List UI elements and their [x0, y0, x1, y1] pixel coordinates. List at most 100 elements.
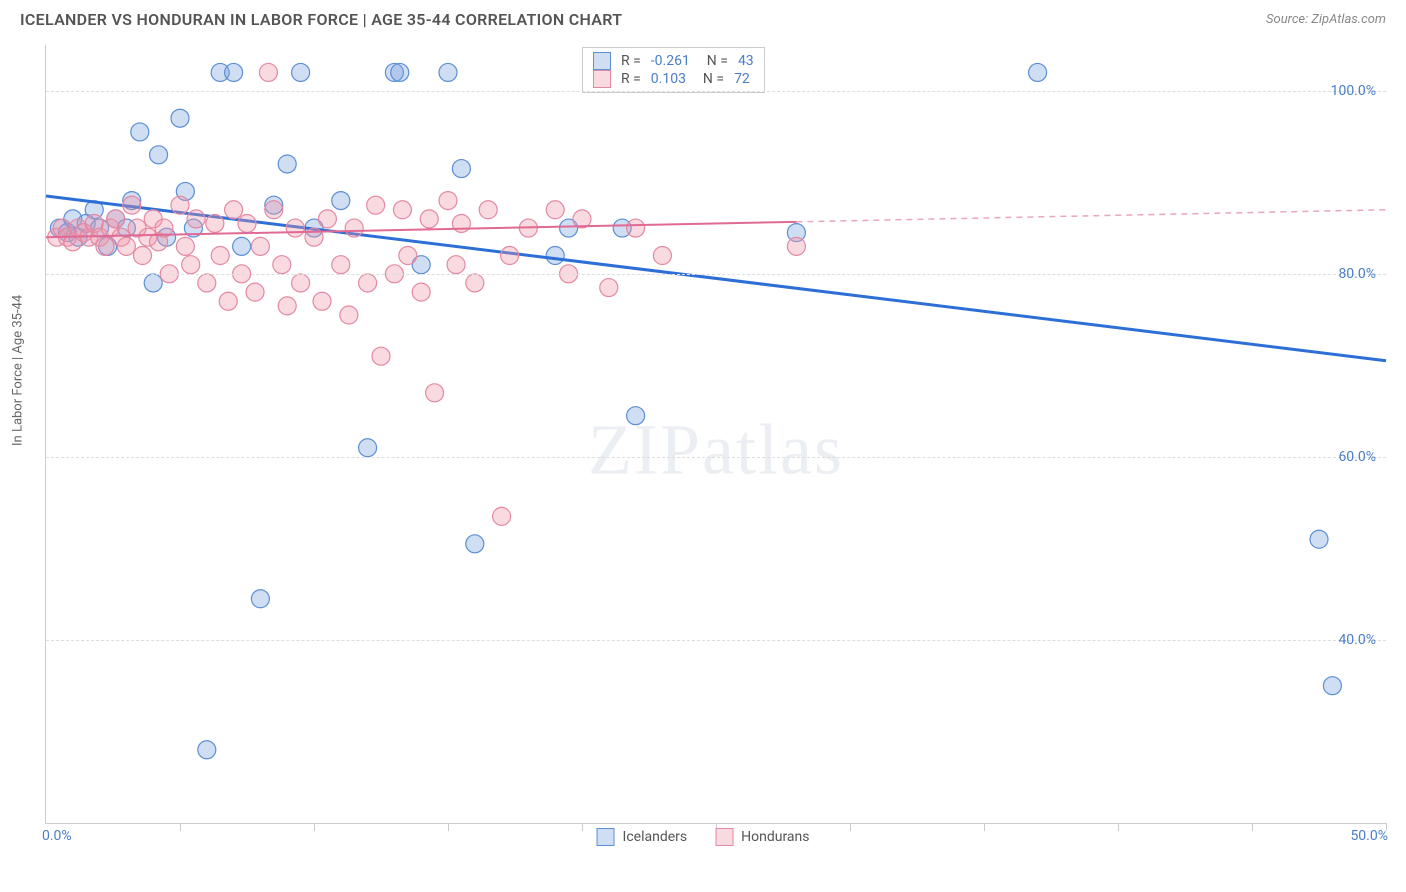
gridline — [46, 91, 1386, 92]
data-point — [246, 283, 264, 301]
data-point — [479, 201, 497, 219]
x-tick — [314, 823, 315, 831]
data-point — [653, 247, 671, 265]
legend-correlation: R = -0.261 N = 43 R = 0.103 N = 72 — [582, 47, 765, 93]
chart-title: ICELANDER VS HONDURAN IN LABOR FORCE | A… — [20, 10, 622, 29]
data-point — [133, 247, 151, 265]
data-point — [278, 297, 296, 315]
legend-n-label: N = — [700, 53, 728, 69]
legend-swatch — [715, 828, 733, 846]
data-point — [439, 63, 457, 81]
data-point — [107, 210, 125, 228]
legend-row: R = 0.103 N = 72 — [593, 70, 754, 88]
data-point — [176, 237, 194, 255]
data-point — [546, 201, 564, 219]
data-point — [182, 256, 200, 274]
x-tick — [850, 823, 851, 831]
data-point — [198, 741, 216, 759]
data-point — [493, 507, 511, 525]
x-tick — [984, 823, 985, 831]
data-point — [198, 274, 216, 292]
data-point — [420, 210, 438, 228]
data-point — [292, 63, 310, 81]
source-label: Source: ZipAtlas.com — [1266, 12, 1386, 27]
legend-r-value: -0.261 — [651, 53, 690, 69]
gridline — [46, 457, 1386, 458]
data-point — [238, 214, 256, 232]
data-point — [412, 283, 430, 301]
legend-label: Hondurans — [741, 829, 809, 845]
x-tick — [1252, 823, 1253, 831]
data-point — [219, 292, 237, 310]
legend-n-label: N = — [696, 71, 724, 87]
data-point — [117, 237, 135, 255]
data-point — [627, 219, 645, 237]
x-tick — [180, 823, 181, 831]
data-point — [1310, 530, 1328, 548]
data-point — [452, 160, 470, 178]
legend-swatch — [597, 828, 615, 846]
gridline — [46, 274, 1386, 275]
data-point — [359, 274, 377, 292]
data-point — [251, 590, 269, 608]
x-tick — [448, 823, 449, 831]
data-point — [399, 247, 417, 265]
data-point — [447, 256, 465, 274]
data-point — [318, 210, 336, 228]
y-tick-label: 40.0% — [1338, 632, 1376, 648]
data-point — [359, 439, 377, 457]
legend-row: R = -0.261 N = 43 — [593, 52, 754, 70]
data-point — [278, 155, 296, 173]
data-point — [96, 237, 114, 255]
data-point — [367, 196, 385, 214]
data-point — [332, 256, 350, 274]
data-point — [259, 63, 277, 81]
data-point — [211, 247, 229, 265]
data-point — [171, 109, 189, 127]
data-point — [144, 274, 162, 292]
data-point — [1323, 677, 1341, 695]
data-point — [466, 274, 484, 292]
data-point — [345, 219, 363, 237]
data-point — [546, 247, 564, 265]
data-point — [787, 237, 805, 255]
data-point — [233, 237, 251, 255]
data-point — [225, 201, 243, 219]
x-axis-min-label: 0.0% — [42, 828, 72, 844]
data-point — [206, 214, 224, 232]
data-point — [426, 384, 444, 402]
data-point — [372, 347, 390, 365]
data-point — [187, 210, 205, 228]
data-point — [627, 407, 645, 425]
x-tick — [1118, 823, 1119, 831]
data-point — [251, 237, 269, 255]
data-point — [265, 201, 283, 219]
legend-swatch — [593, 70, 611, 88]
y-tick-label: 60.0% — [1338, 449, 1376, 465]
legend-r-label: R = — [621, 71, 641, 87]
gridline — [46, 640, 1386, 641]
legend-series: Icelanders Hondurans — [597, 828, 810, 846]
data-point — [439, 192, 457, 210]
y-tick-label: 80.0% — [1338, 266, 1376, 282]
data-point — [393, 201, 411, 219]
legend-swatch — [593, 52, 611, 70]
legend-item: Hondurans — [715, 828, 809, 846]
plot-area: ZIPatlas R = -0.261 N = 43 R = 0.103 N =… — [45, 45, 1386, 824]
legend-item: Icelanders — [597, 828, 688, 846]
legend-label: Icelanders — [623, 829, 688, 845]
data-point — [1029, 63, 1047, 81]
chart-svg — [46, 45, 1386, 823]
data-point — [332, 192, 350, 210]
data-point — [225, 63, 243, 81]
data-point — [131, 123, 149, 141]
y-tick-label: 100.0% — [1331, 83, 1376, 99]
data-point — [340, 306, 358, 324]
data-point — [150, 146, 168, 164]
data-point — [292, 274, 310, 292]
data-point — [123, 196, 141, 214]
legend-n-value: 43 — [738, 53, 754, 69]
data-point — [466, 535, 484, 553]
legend-r-label: R = — [621, 53, 641, 69]
legend-n-value: 72 — [734, 71, 750, 87]
